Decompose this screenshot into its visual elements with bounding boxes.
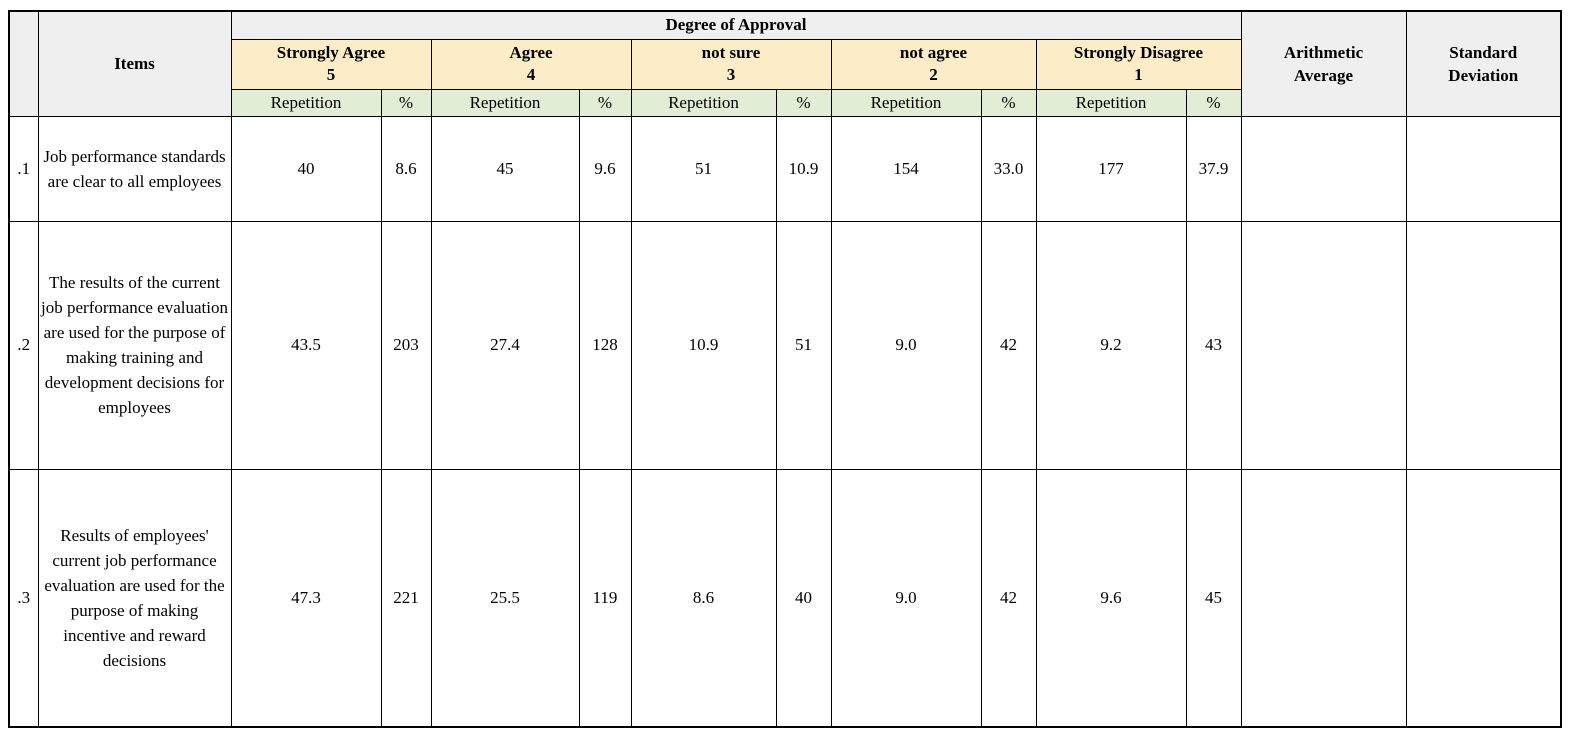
degree-of-approval-table: Items Degree of Approval Arithmetic Aver… bbox=[8, 10, 1562, 728]
arithmetic-average-line1: Arithmetic bbox=[1283, 42, 1364, 62]
cell-arithmetic-average bbox=[1240, 115, 1407, 222]
corner-cell bbox=[8, 10, 39, 117]
cell-strongly-disagree-repetition: 9.6 bbox=[1035, 468, 1187, 728]
cell-strongly-agree-repetition: 47.3 bbox=[230, 468, 382, 728]
arithmetic-average-header: Arithmetic Average bbox=[1240, 10, 1407, 117]
cell-not-agree-repetition: 9.0 bbox=[830, 220, 982, 470]
scale-header-strongly-agree: Strongly Agree 5 bbox=[230, 38, 432, 90]
subheader-percent: % bbox=[380, 88, 432, 117]
cell-agree-percent: 128 bbox=[578, 220, 632, 470]
standard-deviation-line1: Standard bbox=[1449, 42, 1518, 62]
row-number: .1 bbox=[8, 115, 39, 222]
cell-arithmetic-average bbox=[1240, 468, 1407, 728]
scale-header-not-agree: not agree 2 bbox=[830, 38, 1037, 90]
cell-not-agree-percent: 42 bbox=[980, 220, 1037, 470]
cell-strongly-agree-percent: 221 bbox=[380, 468, 432, 728]
item-text: The results of the current job performan… bbox=[37, 220, 232, 470]
cell-strongly-agree-percent: 8.6 bbox=[380, 115, 432, 222]
standard-deviation-header: Standard Deviation bbox=[1405, 10, 1562, 117]
header-row-group: Items Degree of Approval Arithmetic Aver… bbox=[8, 10, 1562, 117]
subheader-repetition: Repetition bbox=[230, 88, 382, 117]
scale-label: not agree bbox=[899, 43, 968, 62]
cell-strongly-disagree-percent: 43 bbox=[1185, 220, 1242, 470]
cell-strongly-agree-repetition: 40 bbox=[230, 115, 382, 222]
subheader-repetition: Repetition bbox=[430, 88, 580, 117]
standard-deviation-line2: Deviation bbox=[1448, 65, 1519, 85]
scale-value: 3 bbox=[726, 65, 736, 84]
degree-of-approval-header: Degree of Approval bbox=[230, 10, 1242, 40]
cell-standard-deviation bbox=[1405, 115, 1562, 222]
cell-not-sure-percent: 40 bbox=[775, 468, 832, 728]
scale-value: 2 bbox=[929, 65, 938, 84]
table-row: .3 Results of employees' current job per… bbox=[8, 468, 1562, 728]
scale-header-strongly-disagree: Strongly Disagree 1 bbox=[1035, 38, 1242, 90]
cell-not-agree-percent: 33.0 bbox=[980, 115, 1037, 222]
cell-agree-repetition: 45 bbox=[430, 115, 580, 222]
subheader-repetition: Repetition bbox=[830, 88, 982, 117]
scale-value: 1 bbox=[1134, 65, 1143, 84]
arithmetic-average-line2: Average bbox=[1293, 65, 1354, 85]
item-text: Results of employees' current job perfor… bbox=[37, 468, 232, 728]
cell-standard-deviation bbox=[1405, 220, 1562, 470]
row-number: .2 bbox=[8, 220, 39, 470]
item-text: Job performance standards are clear to a… bbox=[37, 115, 232, 222]
scale-label: Strongly Disagree bbox=[1073, 43, 1204, 62]
table-row: .1 Job performance standards are clear t… bbox=[8, 115, 1562, 222]
cell-not-sure-percent: 10.9 bbox=[775, 115, 832, 222]
scale-value: 4 bbox=[526, 65, 536, 84]
scale-label: Agree bbox=[509, 43, 553, 62]
subheader-percent: % bbox=[1185, 88, 1242, 117]
cell-not-agree-percent: 42 bbox=[980, 468, 1037, 728]
cell-strongly-disagree-percent: 45 bbox=[1185, 468, 1242, 728]
cell-not-sure-repetition: 8.6 bbox=[630, 468, 777, 728]
cell-standard-deviation bbox=[1405, 468, 1562, 728]
subheader-repetition: Repetition bbox=[630, 88, 777, 117]
cell-not-sure-percent: 51 bbox=[775, 220, 832, 470]
scale-header-agree: Agree 4 bbox=[430, 38, 632, 90]
cell-not-agree-repetition: 154 bbox=[830, 115, 982, 222]
scale-label: Strongly Agree bbox=[276, 43, 386, 62]
cell-arithmetic-average bbox=[1240, 220, 1407, 470]
cell-strongly-disagree-repetition: 177 bbox=[1035, 115, 1187, 222]
cell-agree-repetition: 25.5 bbox=[430, 468, 580, 728]
row-number: .3 bbox=[8, 468, 39, 728]
cell-agree-percent: 119 bbox=[578, 468, 632, 728]
subheader-repetition: Repetition bbox=[1035, 88, 1187, 117]
cell-agree-percent: 9.6 bbox=[578, 115, 632, 222]
subheader-percent: % bbox=[578, 88, 632, 117]
scale-header-not-sure: not sure 3 bbox=[630, 38, 832, 90]
cell-not-sure-repetition: 51 bbox=[630, 115, 777, 222]
cell-strongly-disagree-repetition: 9.2 bbox=[1035, 220, 1187, 470]
subheader-percent: % bbox=[980, 88, 1037, 117]
cell-not-sure-repetition: 10.9 bbox=[630, 220, 777, 470]
cell-strongly-agree-repetition: 43.5 bbox=[230, 220, 382, 470]
cell-not-agree-repetition: 9.0 bbox=[830, 468, 982, 728]
header-row-subheaders: Repetition % Repetition % Repetition % R… bbox=[9, 88, 1561, 117]
cell-strongly-agree-percent: 203 bbox=[380, 220, 432, 470]
table-row: .2 The results of the current job perfor… bbox=[8, 220, 1562, 470]
items-header: Items bbox=[37, 10, 232, 117]
scale-value: 5 bbox=[326, 65, 336, 84]
header-row-scales: Strongly Agree 5 Agree 4 not sure 3 not … bbox=[9, 38, 1561, 90]
scale-label: not sure bbox=[701, 43, 761, 62]
subheader-percent: % bbox=[775, 88, 832, 117]
cell-agree-repetition: 27.4 bbox=[430, 220, 580, 470]
cell-strongly-disagree-percent: 37.9 bbox=[1185, 115, 1242, 222]
